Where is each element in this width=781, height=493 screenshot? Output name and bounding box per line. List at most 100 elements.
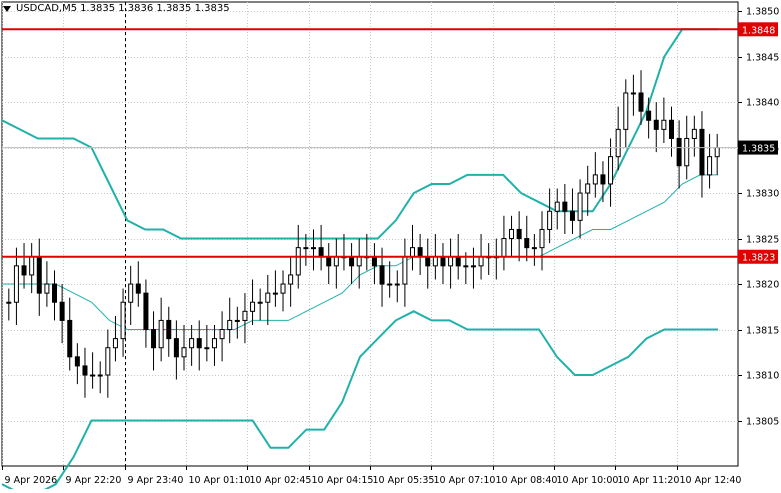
candle-body [509, 228, 515, 240]
candle-body [417, 247, 423, 258]
candle-body [105, 347, 111, 376]
candle-body [97, 374, 103, 377]
bollinger-lower [1, 310, 718, 493]
candle-body [310, 247, 316, 250]
candle-body [333, 256, 339, 267]
candle-body [676, 137, 682, 167]
y-tick-label: 1.3830 [746, 189, 779, 200]
y-tick-label: 1.3825 [746, 235, 779, 246]
collapse-arrow-icon[interactable] [3, 5, 11, 12]
candles [6, 70, 720, 398]
candle-body [143, 292, 149, 331]
candle-body [349, 256, 355, 267]
candle-body [6, 301, 12, 304]
candle-body [135, 283, 141, 294]
candle-body [661, 119, 667, 130]
candle-body [592, 174, 598, 185]
candle-body [516, 228, 522, 240]
candle-body [463, 265, 469, 268]
y-tick-label: 1.3840 [746, 98, 779, 109]
x-tick-label: 10 Apr 11:20 [618, 475, 680, 486]
chart-header[interactable]: USDCAD,M5 1.3835 1.3836 1.3835 1.3835 [3, 3, 230, 14]
x-tick-label: 9 Apr 23:40 [128, 475, 184, 486]
grid-layer [1, 1, 739, 467]
candle-body [272, 292, 278, 295]
y-tick-label: 1.3805 [746, 417, 779, 428]
candle-body [242, 310, 248, 321]
candle-body [585, 183, 591, 194]
bollinger-upper [1, 28, 718, 240]
candle-body [90, 374, 96, 377]
candle-body [699, 128, 705, 176]
candle-body [204, 347, 210, 350]
candle-body [44, 283, 50, 294]
upper-level-price-label: 1.3848 [742, 25, 775, 36]
candle-body [151, 329, 157, 349]
lower-level-price-label: 1.3823 [742, 253, 775, 264]
x-tick-label: 10 Apr 12:40 [680, 475, 742, 486]
candle-body [531, 247, 537, 250]
candle-body [128, 283, 134, 303]
candle-body [181, 347, 187, 358]
candle-body [455, 256, 461, 267]
candle-body [440, 256, 446, 267]
x-tick-label: 10 Apr 07:10 [434, 475, 496, 486]
candle-body [280, 283, 286, 294]
candle-body [219, 329, 225, 340]
candle-body [265, 292, 271, 303]
candle-body [82, 365, 88, 376]
candle-body [326, 256, 332, 267]
x-tick-label: 9 Apr 2026 [5, 475, 58, 486]
candle-body [67, 319, 73, 358]
candle-body [707, 156, 713, 176]
x-tick-label: 10 Apr 02:45 [250, 475, 312, 486]
candle-body [554, 201, 560, 212]
y-tick-label: 1.3820 [746, 280, 779, 291]
candle-body [196, 338, 202, 349]
candle-body [608, 156, 614, 185]
candle-body [295, 247, 301, 276]
candle-body [394, 283, 400, 286]
candle-body [714, 147, 720, 158]
candle-body [257, 301, 263, 304]
candle-body [646, 110, 652, 121]
y-tick-label: 1.3845 [746, 53, 779, 64]
candle-body [189, 338, 195, 349]
x-tick-label: 10 Apr 10:00 [557, 475, 619, 486]
candle-body [356, 256, 362, 267]
y-tick-label: 1.3810 [746, 371, 779, 382]
candle-body [29, 256, 35, 276]
candle-body [470, 265, 476, 268]
x-tick-label: 10 Apr 05:35 [373, 475, 435, 486]
candle-body [524, 238, 530, 249]
y-tick-label: 1.3815 [746, 326, 779, 337]
candle-body [402, 256, 408, 285]
candle-body [668, 119, 674, 139]
candle-body [166, 319, 172, 340]
candle-body [478, 256, 484, 267]
candle-body [562, 201, 568, 212]
x-tick-label: 10 Apr 04:15 [312, 475, 374, 486]
candle-body [21, 265, 27, 276]
candle-body [59, 301, 65, 321]
x-tick-label: 10 Apr 01:10 [189, 475, 251, 486]
candle-body [379, 265, 385, 285]
candle-body [36, 256, 42, 294]
candle-body [691, 128, 697, 139]
axes: 1.3850 1.3845 1.3840 1.3835 1.3830 1.3825 1.38… [2, 7, 779, 486]
candle-body [623, 92, 629, 130]
ohlc-values: 1.3835 1.3836 1.3835 1.3835 [80, 3, 230, 14]
current-price-label: 1.3835 [742, 144, 775, 155]
candle-body [501, 238, 507, 258]
candle-body [303, 247, 309, 250]
candle-body [52, 283, 58, 303]
candle-body [615, 128, 621, 158]
candle-body [653, 119, 659, 130]
candle-body [112, 338, 118, 349]
candle-body [74, 356, 80, 367]
candle-body [13, 265, 19, 303]
candle-body [410, 247, 416, 258]
candle-body [288, 274, 294, 285]
